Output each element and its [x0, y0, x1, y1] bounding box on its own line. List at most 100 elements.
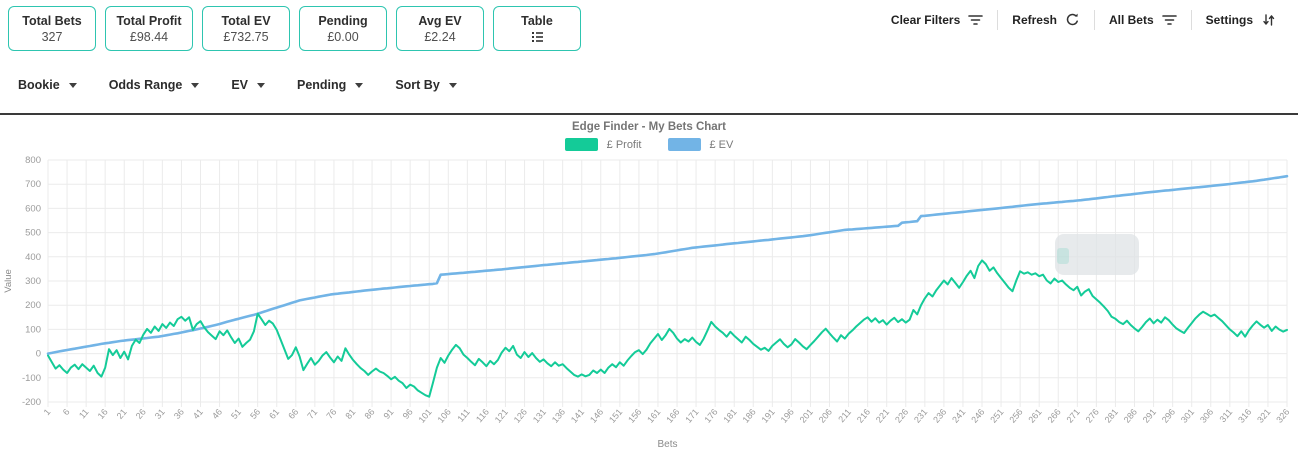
refresh-icon [1065, 13, 1080, 27]
svg-text:41: 41 [191, 407, 205, 421]
toolbar-separator [1093, 10, 1095, 30]
tooltip-smudge [1057, 248, 1069, 264]
chevron-down-icon [68, 82, 77, 88]
svg-text:96: 96 [401, 407, 415, 421]
svg-text:211: 211 [836, 407, 853, 424]
stat-card-total-ev: Total EV £732.75 [202, 6, 290, 51]
stat-card-value: £98.44 [129, 29, 169, 44]
svg-text:31: 31 [153, 407, 167, 421]
ev-line [46, 174, 1289, 355]
chevron-down-icon [448, 82, 457, 88]
toolbar-clear-filters[interactable]: Clear Filters [877, 13, 997, 27]
svg-text:126: 126 [512, 407, 529, 425]
stat-card-label: Table [521, 13, 553, 28]
svg-text:400: 400 [25, 252, 41, 263]
svg-text:26: 26 [134, 407, 148, 421]
legend-label: £ EV [709, 138, 734, 151]
toolbar-refresh[interactable]: Refresh [998, 13, 1094, 27]
svg-text:11: 11 [77, 407, 91, 421]
stat-card-value: £732.75 [223, 29, 269, 44]
svg-text:161: 161 [645, 407, 662, 425]
chart-legend: £ Profit £ EV [0, 138, 1298, 151]
svg-text:201: 201 [798, 407, 815, 425]
toolbar-separator [1190, 10, 1192, 30]
filter-dropdown-sort-by[interactable]: Sort By [395, 78, 457, 92]
toolbar-settings[interactable]: Settings [1192, 13, 1290, 27]
filter-label: Odds Range [108, 78, 183, 92]
svg-text:121: 121 [493, 407, 510, 425]
filter-dropdown-ev[interactable]: EV [231, 78, 265, 92]
svg-text:166: 166 [664, 407, 681, 425]
svg-text:101: 101 [416, 407, 433, 425]
stat-card-label: Pending [318, 13, 368, 28]
svg-text:Value: Value [3, 269, 14, 293]
svg-text:1: 1 [42, 407, 53, 417]
filter-dropdown-pending[interactable]: Pending [297, 78, 364, 92]
svg-text:56: 56 [248, 407, 262, 421]
svg-text:251: 251 [988, 407, 1005, 425]
svg-text:116: 116 [474, 407, 491, 424]
stat-card-value: 327 [41, 29, 63, 44]
filter-label: Bookie [18, 78, 60, 92]
svg-text:281: 281 [1103, 407, 1120, 425]
toolbar-label: Refresh [1012, 13, 1057, 27]
filter-icon [968, 13, 984, 27]
svg-text:146: 146 [588, 407, 605, 425]
svg-text:21: 21 [115, 407, 129, 421]
svg-text:-100: -100 [22, 373, 41, 384]
chevron-down-icon [191, 82, 200, 88]
legend-swatch [667, 138, 701, 151]
svg-text:71: 71 [305, 407, 319, 421]
svg-text:296: 296 [1160, 407, 1177, 425]
svg-text:0: 0 [36, 349, 41, 360]
stat-card-pending: Pending £0.00 [299, 6, 387, 51]
toolbar-all-bets[interactable]: All Bets [1095, 13, 1191, 27]
svg-text:-200: -200 [22, 397, 41, 408]
stats-row: Total Bets 327 Total Profit £98.44 Total EV £… [8, 6, 581, 51]
svg-text:226: 226 [893, 407, 910, 425]
stat-card-value: £0.00 [327, 29, 359, 44]
svg-text:86: 86 [362, 407, 376, 421]
svg-text:306: 306 [1198, 407, 1215, 425]
svg-text:106: 106 [436, 407, 453, 425]
blurred-tooltip-overlay [1055, 234, 1139, 275]
table-view-button[interactable]: Table [493, 6, 581, 51]
svg-text:246: 246 [969, 407, 986, 425]
svg-text:276: 276 [1084, 407, 1101, 425]
svg-text:131: 131 [531, 407, 548, 425]
profit-line [47, 259, 1288, 398]
legend-item-profit[interactable]: £ Profit [564, 138, 642, 151]
svg-text:Bets: Bets [657, 439, 677, 450]
svg-text:300: 300 [25, 276, 41, 287]
svg-text:231: 231 [912, 407, 929, 425]
svg-text:6: 6 [61, 407, 72, 417]
svg-text:46: 46 [210, 407, 224, 421]
legend-item-ev[interactable]: £ EV [667, 138, 734, 151]
svg-text:176: 176 [702, 407, 719, 425]
svg-text:500: 500 [25, 228, 41, 239]
svg-text:16: 16 [96, 407, 110, 421]
svg-text:321: 321 [1255, 407, 1272, 425]
toolbar-label: Settings [1205, 13, 1253, 27]
svg-text:266: 266 [1045, 407, 1062, 425]
legend-swatch [564, 138, 598, 151]
toolbar-label: Clear Filters [890, 13, 961, 27]
stat-card-total-profit: Total Profit £98.44 [105, 6, 193, 51]
chevron-down-icon [257, 82, 265, 88]
svg-text:191: 191 [760, 407, 777, 425]
svg-text:311: 311 [1217, 407, 1234, 424]
svg-text:271: 271 [1065, 407, 1082, 425]
svg-text:700: 700 [25, 179, 41, 190]
toolbar-label: All Bets [1108, 13, 1154, 27]
table-list-icon [530, 30, 545, 44]
filter-dropdown-odds-range[interactable]: Odds Range [109, 78, 200, 92]
stat-card-label: Total Profit [116, 13, 182, 28]
svg-text:291: 291 [1141, 407, 1158, 425]
filter-dropdown-bookie[interactable]: Bookie [18, 78, 77, 92]
svg-text:241: 241 [950, 407, 967, 425]
filter-icon [1161, 13, 1177, 27]
svg-text:326: 326 [1274, 407, 1291, 425]
svg-text:236: 236 [931, 407, 948, 425]
svg-text:141: 141 [569, 407, 586, 425]
svg-text:111: 111 [455, 407, 471, 424]
